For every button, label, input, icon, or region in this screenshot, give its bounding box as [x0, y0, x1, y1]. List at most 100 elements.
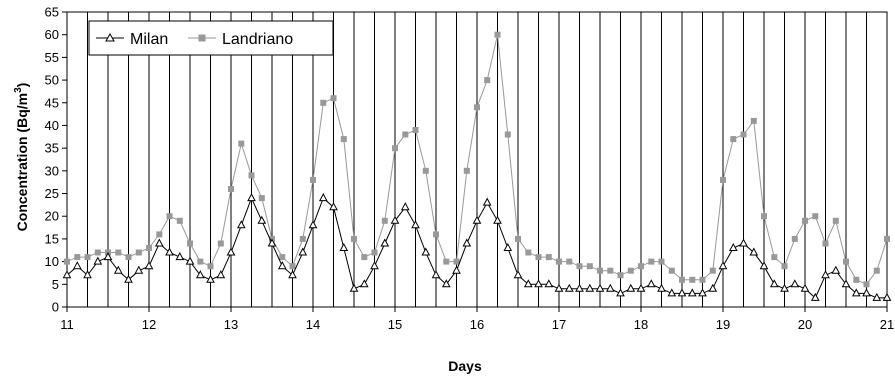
data-point	[513, 270, 523, 279]
data-point	[422, 167, 429, 174]
data-point	[247, 193, 256, 202]
data-point	[544, 279, 554, 288]
data-point	[258, 195, 265, 202]
data-point	[72, 261, 82, 270]
y-tick-label: 20	[45, 209, 59, 224]
data-point	[605, 283, 615, 292]
data-point	[781, 263, 788, 270]
data-point	[329, 202, 338, 211]
data-point	[607, 267, 614, 274]
data-point	[667, 288, 677, 297]
data-point	[657, 283, 666, 292]
data-point	[626, 283, 636, 292]
data-point	[433, 231, 439, 238]
data-point	[687, 288, 697, 297]
data-point	[585, 283, 595, 292]
y-tick-label: 0	[52, 300, 59, 315]
data-point	[453, 258, 460, 265]
data-point	[277, 261, 287, 270]
x-tick-label: 16	[470, 317, 484, 332]
data-point	[566, 258, 573, 265]
data-point	[884, 235, 890, 242]
data-point	[677, 288, 687, 297]
data-point	[832, 217, 839, 224]
data-point	[156, 231, 163, 238]
data-point	[380, 238, 390, 247]
data-point	[812, 213, 819, 220]
data-point	[882, 292, 892, 301]
data-point	[441, 279, 451, 288]
data-point	[493, 215, 502, 224]
data-point	[267, 238, 277, 247]
data-point	[64, 258, 70, 265]
data-point	[146, 245, 152, 251]
data-point	[535, 254, 542, 261]
data-point	[668, 267, 675, 274]
x-tick-label: 15	[388, 317, 402, 332]
y-tick-label: 40	[45, 118, 59, 133]
data-point	[320, 99, 327, 106]
data-point	[176, 217, 183, 224]
data-point	[175, 252, 185, 261]
data-point	[617, 272, 624, 279]
data-point	[185, 256, 195, 265]
data-point	[452, 265, 461, 274]
data-point	[288, 270, 297, 279]
data-point	[279, 254, 286, 261]
data-point	[597, 267, 603, 274]
data-point	[791, 235, 798, 242]
data-point	[103, 252, 113, 261]
x-tick-label: 19	[716, 317, 730, 332]
data-point	[525, 249, 532, 256]
data-point	[698, 288, 707, 297]
vertical-gridlines	[87, 12, 867, 307]
data-point	[790, 279, 800, 288]
data-point	[851, 288, 861, 297]
data-point	[515, 235, 521, 242]
data-point	[780, 283, 789, 292]
data-point	[863, 281, 870, 288]
data-point	[648, 258, 655, 265]
data-point	[93, 256, 103, 265]
data-point	[84, 254, 91, 261]
x-axis-title: Days	[448, 358, 482, 374]
data-point	[412, 127, 419, 133]
y-tick-label: 35	[45, 141, 59, 156]
x-tick-label: 17	[552, 317, 566, 332]
data-point	[484, 77, 491, 84]
x-tick-label: 14	[306, 317, 320, 332]
data-point	[216, 270, 226, 279]
data-point	[554, 283, 564, 292]
y-axis: 0 5 10 15 20 25 30 35 40 45 50 55 60 65	[45, 5, 67, 315]
data-point	[299, 235, 306, 242]
data-point	[564, 283, 574, 292]
data-point	[503, 242, 513, 251]
y-axis-title-superscript: 3	[13, 87, 24, 93]
data-point	[872, 292, 882, 301]
data-point	[298, 247, 308, 256]
data-point	[494, 31, 501, 38]
data-point	[739, 238, 748, 247]
legend-label-milan: Milan	[130, 31, 168, 48]
data-point	[411, 220, 420, 229]
data-point	[699, 276, 706, 283]
data-point	[370, 261, 379, 270]
x-tick-label: 11	[60, 317, 74, 332]
data-point	[730, 136, 737, 143]
data-point	[154, 238, 164, 247]
data-point	[330, 95, 337, 102]
data-point	[709, 267, 716, 274]
y-tick-label: 45	[45, 95, 59, 110]
data-point	[390, 215, 400, 224]
data-point	[318, 193, 328, 202]
data-point	[749, 247, 759, 256]
data-point	[349, 283, 359, 292]
data-point	[482, 197, 492, 206]
y-tick-label: 5	[52, 277, 59, 292]
data-point	[351, 235, 357, 242]
data-point	[616, 288, 625, 297]
data-point	[361, 254, 368, 261]
data-point	[658, 258, 665, 265]
data-point	[636, 283, 646, 292]
